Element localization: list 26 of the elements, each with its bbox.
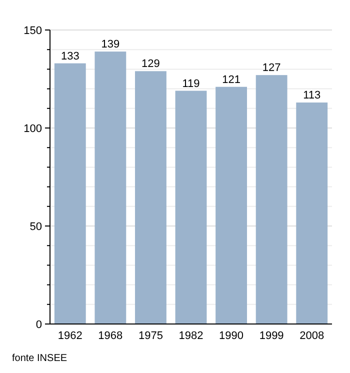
bar <box>296 102 328 324</box>
x-tick-label: 1975 <box>138 330 163 342</box>
x-tick-label: 1962 <box>58 330 82 342</box>
bar <box>94 52 126 324</box>
data-label: 113 <box>303 90 321 102</box>
x-tick-label: 1968 <box>98 330 123 342</box>
y-tick-label: 100 <box>24 122 42 135</box>
bar <box>54 63 86 324</box>
data-label: 139 <box>101 38 120 51</box>
y-tick-label: 150 <box>24 24 42 37</box>
x-tick-label: 1999 <box>259 330 284 342</box>
data-label: 133 <box>60 50 80 62</box>
data-label: 119 <box>182 78 200 90</box>
bar <box>256 75 288 324</box>
bar <box>135 71 166 324</box>
data-label: 129 <box>142 58 160 70</box>
data-label: 127 <box>262 62 281 74</box>
bar <box>216 86 247 324</box>
y-tick-label: 50 <box>30 220 42 233</box>
y-tick-label: 0 <box>36 318 42 331</box>
bar <box>175 90 207 324</box>
source-note: fonte INSEE <box>12 353 68 364</box>
x-tick-label: 1990 <box>219 330 244 342</box>
data-label: 121 <box>222 74 240 86</box>
x-tick-label: 1982 <box>178 330 204 342</box>
x-tick-label: 2008 <box>300 330 324 342</box>
